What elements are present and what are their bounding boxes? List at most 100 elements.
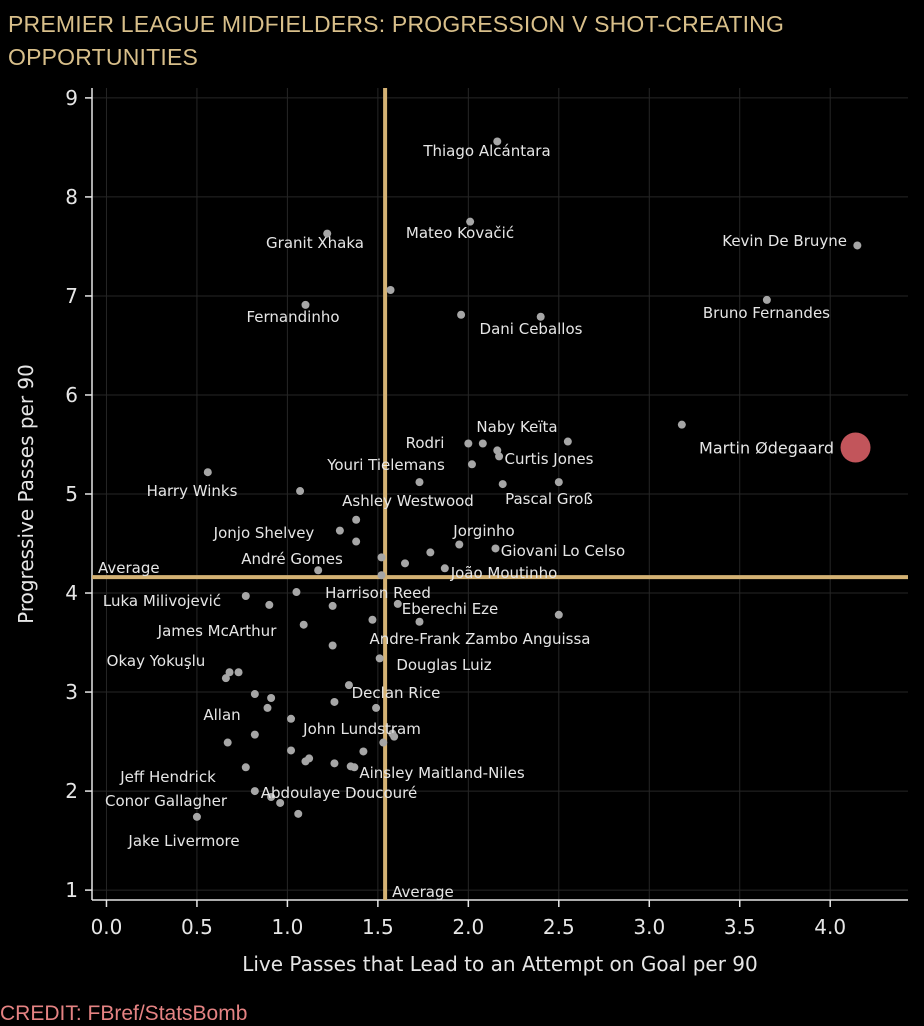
data-point (491, 544, 500, 553)
x-axis-title: Live Passes that Lead to an Attempt on G… (242, 952, 758, 976)
data-point (223, 738, 232, 747)
highlight-label: Martin Ødegaard (699, 438, 834, 457)
data-point (192, 812, 201, 821)
data-point (467, 460, 476, 469)
point-label: Jeff Hendrick (119, 768, 216, 786)
point-label: Andre-Frank Zambo Anguissa (370, 630, 591, 648)
data-point (359, 747, 368, 756)
point-label: Ainsley Maitland-Niles (359, 764, 525, 782)
data-point (415, 478, 424, 487)
data-point (536, 312, 545, 321)
x-tick-label: 2.5 (543, 915, 575, 939)
x-average-label: Average (392, 883, 454, 901)
data-point (234, 668, 243, 677)
credit-text: CREDIT: FBref/StatsBomb (0, 1002, 248, 1025)
point-label: Luka Milivojević (103, 592, 221, 610)
data-point (241, 763, 250, 772)
y-tick-label: 2 (65, 779, 78, 803)
y-tick-label: 9 (65, 86, 78, 110)
x-tick-label: 4.0 (814, 915, 846, 939)
y-tick-label: 8 (65, 185, 78, 209)
point-label: Harrison Reed (325, 584, 431, 602)
data-point (390, 732, 399, 741)
point-label: Jorginho (452, 522, 514, 540)
x-tick-label: 1.0 (271, 915, 303, 939)
data-point (457, 310, 466, 319)
point-label: Rodri (406, 434, 445, 452)
data-point (330, 697, 339, 706)
point-label: Fernandinho (246, 308, 339, 326)
point-label: Jonjo Shelvey (213, 524, 315, 542)
data-point (263, 703, 272, 712)
data-point (265, 600, 274, 609)
data-point (203, 468, 212, 477)
data-point (401, 559, 410, 568)
point-label: Thiago Alcántara (422, 142, 550, 160)
y-tick-label: 5 (65, 482, 78, 506)
point-label: Harry Winks (147, 482, 238, 500)
data-point (677, 420, 686, 429)
point-label: Bruno Fernandes (703, 304, 830, 322)
point-label: Granit Xhaka (266, 234, 364, 252)
data-point (328, 601, 337, 610)
data-point (250, 730, 259, 739)
data-point (455, 540, 464, 549)
data-point (250, 690, 259, 699)
point-label: Curtis Jones (505, 450, 594, 468)
data-point (386, 286, 395, 295)
data-point (377, 571, 386, 580)
x-tick-label: 3.0 (633, 915, 665, 939)
data-point (762, 295, 771, 304)
data-point (368, 615, 377, 624)
data-point (335, 526, 344, 535)
data-point (241, 591, 250, 600)
data-point (225, 668, 234, 677)
data-point (330, 759, 339, 768)
data-point (375, 654, 384, 663)
point-label: Pascal Groß (505, 490, 593, 508)
data-point (287, 746, 296, 755)
y-tick-label: 1 (65, 878, 78, 902)
y-average-label: Average (98, 559, 160, 577)
data-point (314, 566, 323, 575)
data-point (415, 617, 424, 626)
data-point (301, 300, 310, 309)
point-label: Ashley Westwood (342, 492, 474, 510)
point-label: André Gomes (241, 550, 343, 568)
point-label: James McArthur (157, 622, 278, 640)
data-point (328, 641, 337, 650)
data-point (221, 674, 230, 683)
highlight-point (840, 432, 871, 463)
chart-title: PREMIER LEAGUE MIDFIELDERS: PROGRESSION … (8, 11, 785, 70)
point-label: Mateo Kovačić (406, 224, 514, 242)
scatter-chart: 0.0 0.5 1.0 1.5 2.0 2.5 3.0 3.5 4.0 1 2 3 4 5 6 7 8 9 Live… (14, 86, 908, 976)
x-tick-label: 0.5 (181, 915, 213, 939)
data-point (350, 763, 359, 772)
data-point (563, 437, 572, 446)
point-label: Dani Ceballos (480, 320, 583, 338)
data-point (493, 137, 502, 146)
data-point (323, 229, 332, 238)
data-point (440, 564, 449, 573)
data-point (495, 452, 504, 461)
point-label: Douglas Luiz (396, 656, 491, 674)
data-point (466, 217, 475, 226)
data-point (352, 515, 361, 524)
y-tick-label: 3 (65, 680, 78, 704)
point-label: Abdoulaye Doucouré (261, 784, 417, 802)
point-label: Jake Livermore (127, 832, 239, 850)
data-point (554, 610, 563, 619)
data-point (853, 241, 862, 250)
y-tick-label: 4 (65, 581, 78, 605)
data-point (287, 714, 296, 723)
data-point (478, 439, 487, 448)
point-label: Declan Rice (352, 684, 441, 702)
data-point (267, 793, 276, 802)
x-tick-label: 1.5 (362, 915, 394, 939)
data-point (299, 620, 308, 629)
point-label: Youri Tielemans (326, 456, 445, 474)
data-point (426, 548, 435, 557)
point-label: Naby Keïta (476, 418, 557, 436)
point-label: Conor Gallagher (105, 792, 228, 810)
data-point (379, 738, 388, 747)
